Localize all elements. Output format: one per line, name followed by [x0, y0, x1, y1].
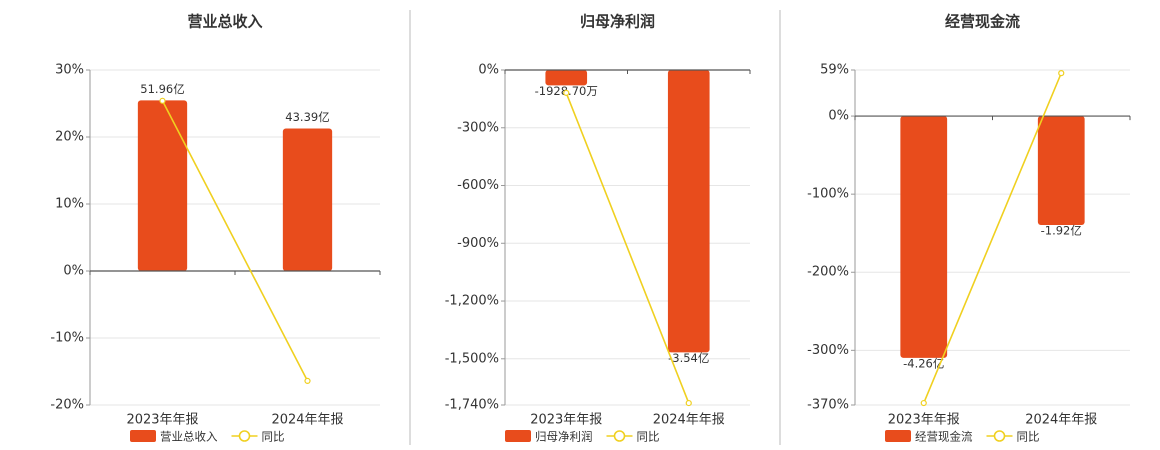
bar: [545, 70, 588, 86]
x-tick-label: 2023年年报: [888, 413, 960, 428]
legend-swatch: [885, 430, 911, 442]
y-tick-label: -600%: [457, 178, 499, 193]
line-point: [1058, 70, 1065, 77]
y-tick-label: -1,740%: [445, 398, 499, 413]
bar: [900, 115, 948, 358]
bar: [667, 70, 710, 353]
y-tick-label: -300%: [457, 120, 499, 135]
line-point: [920, 399, 927, 407]
y-tick-label: -100%: [807, 187, 849, 202]
value-label: -4.26亿: [903, 356, 944, 370]
y-tick-label: -300%: [807, 343, 849, 358]
legend-label: 同比: [1017, 430, 1040, 444]
x-tick-label: 2023年年报: [126, 413, 198, 428]
legend-swatch: [993, 430, 1006, 442]
x-tick-label: 2024年年报: [653, 413, 725, 428]
line: [161, 100, 309, 382]
y-tick-label: -10%: [50, 331, 84, 346]
bar: [1037, 115, 1085, 226]
y-tick-label: 20%: [55, 130, 84, 145]
y-tick-label: 10%: [55, 197, 84, 212]
line: [565, 92, 690, 404]
y-tick-label: -1,200%: [445, 294, 499, 309]
legend-swatch: [130, 430, 156, 442]
y-tick-label: -900%: [457, 236, 499, 251]
x-tick-label: 2024年年报: [1025, 413, 1097, 428]
y-tick-label: 0%: [478, 63, 499, 78]
y-tick-label: -370%: [807, 398, 849, 413]
chart-title: 营业总收入: [187, 13, 262, 31]
legend-label: 经营现金流: [915, 430, 973, 444]
legend-label: 营业总收入: [160, 430, 218, 444]
y-tick-label: 59%: [820, 63, 849, 78]
bar: [137, 100, 188, 271]
value-label: -1.92亿: [1041, 224, 1082, 238]
chart-title: 经营现金流: [945, 13, 1020, 31]
legend-label: 同比: [262, 430, 285, 444]
x-tick-label: 2024年年报: [271, 413, 343, 428]
line: [923, 72, 1062, 404]
x-tick-label: 2023年年报: [530, 413, 602, 428]
legend-swatch: [505, 430, 531, 442]
y-tick-label: -1,500%: [445, 351, 499, 366]
legend-swatch: [238, 430, 251, 442]
legend-swatch: [613, 430, 626, 442]
legend-label: 归母净利润: [535, 430, 593, 444]
y-tick-label: 30%: [55, 63, 84, 78]
y-tick-label: -200%: [807, 265, 849, 280]
line-point: [685, 399, 692, 407]
bar: [282, 128, 333, 271]
legend-label: 同比: [637, 430, 660, 444]
y-tick-label: 0%: [63, 264, 84, 279]
chart-title: 归母净利润: [580, 13, 655, 31]
value-label: 51.96亿: [140, 82, 184, 96]
line-point: [563, 89, 570, 97]
value-label: 43.39亿: [285, 110, 329, 124]
line-point: [159, 97, 166, 104]
y-tick-label: -20%: [50, 398, 84, 413]
line-point: [304, 377, 311, 384]
value-label: -3.54亿: [668, 351, 709, 365]
y-tick-label: 0%: [828, 109, 849, 124]
